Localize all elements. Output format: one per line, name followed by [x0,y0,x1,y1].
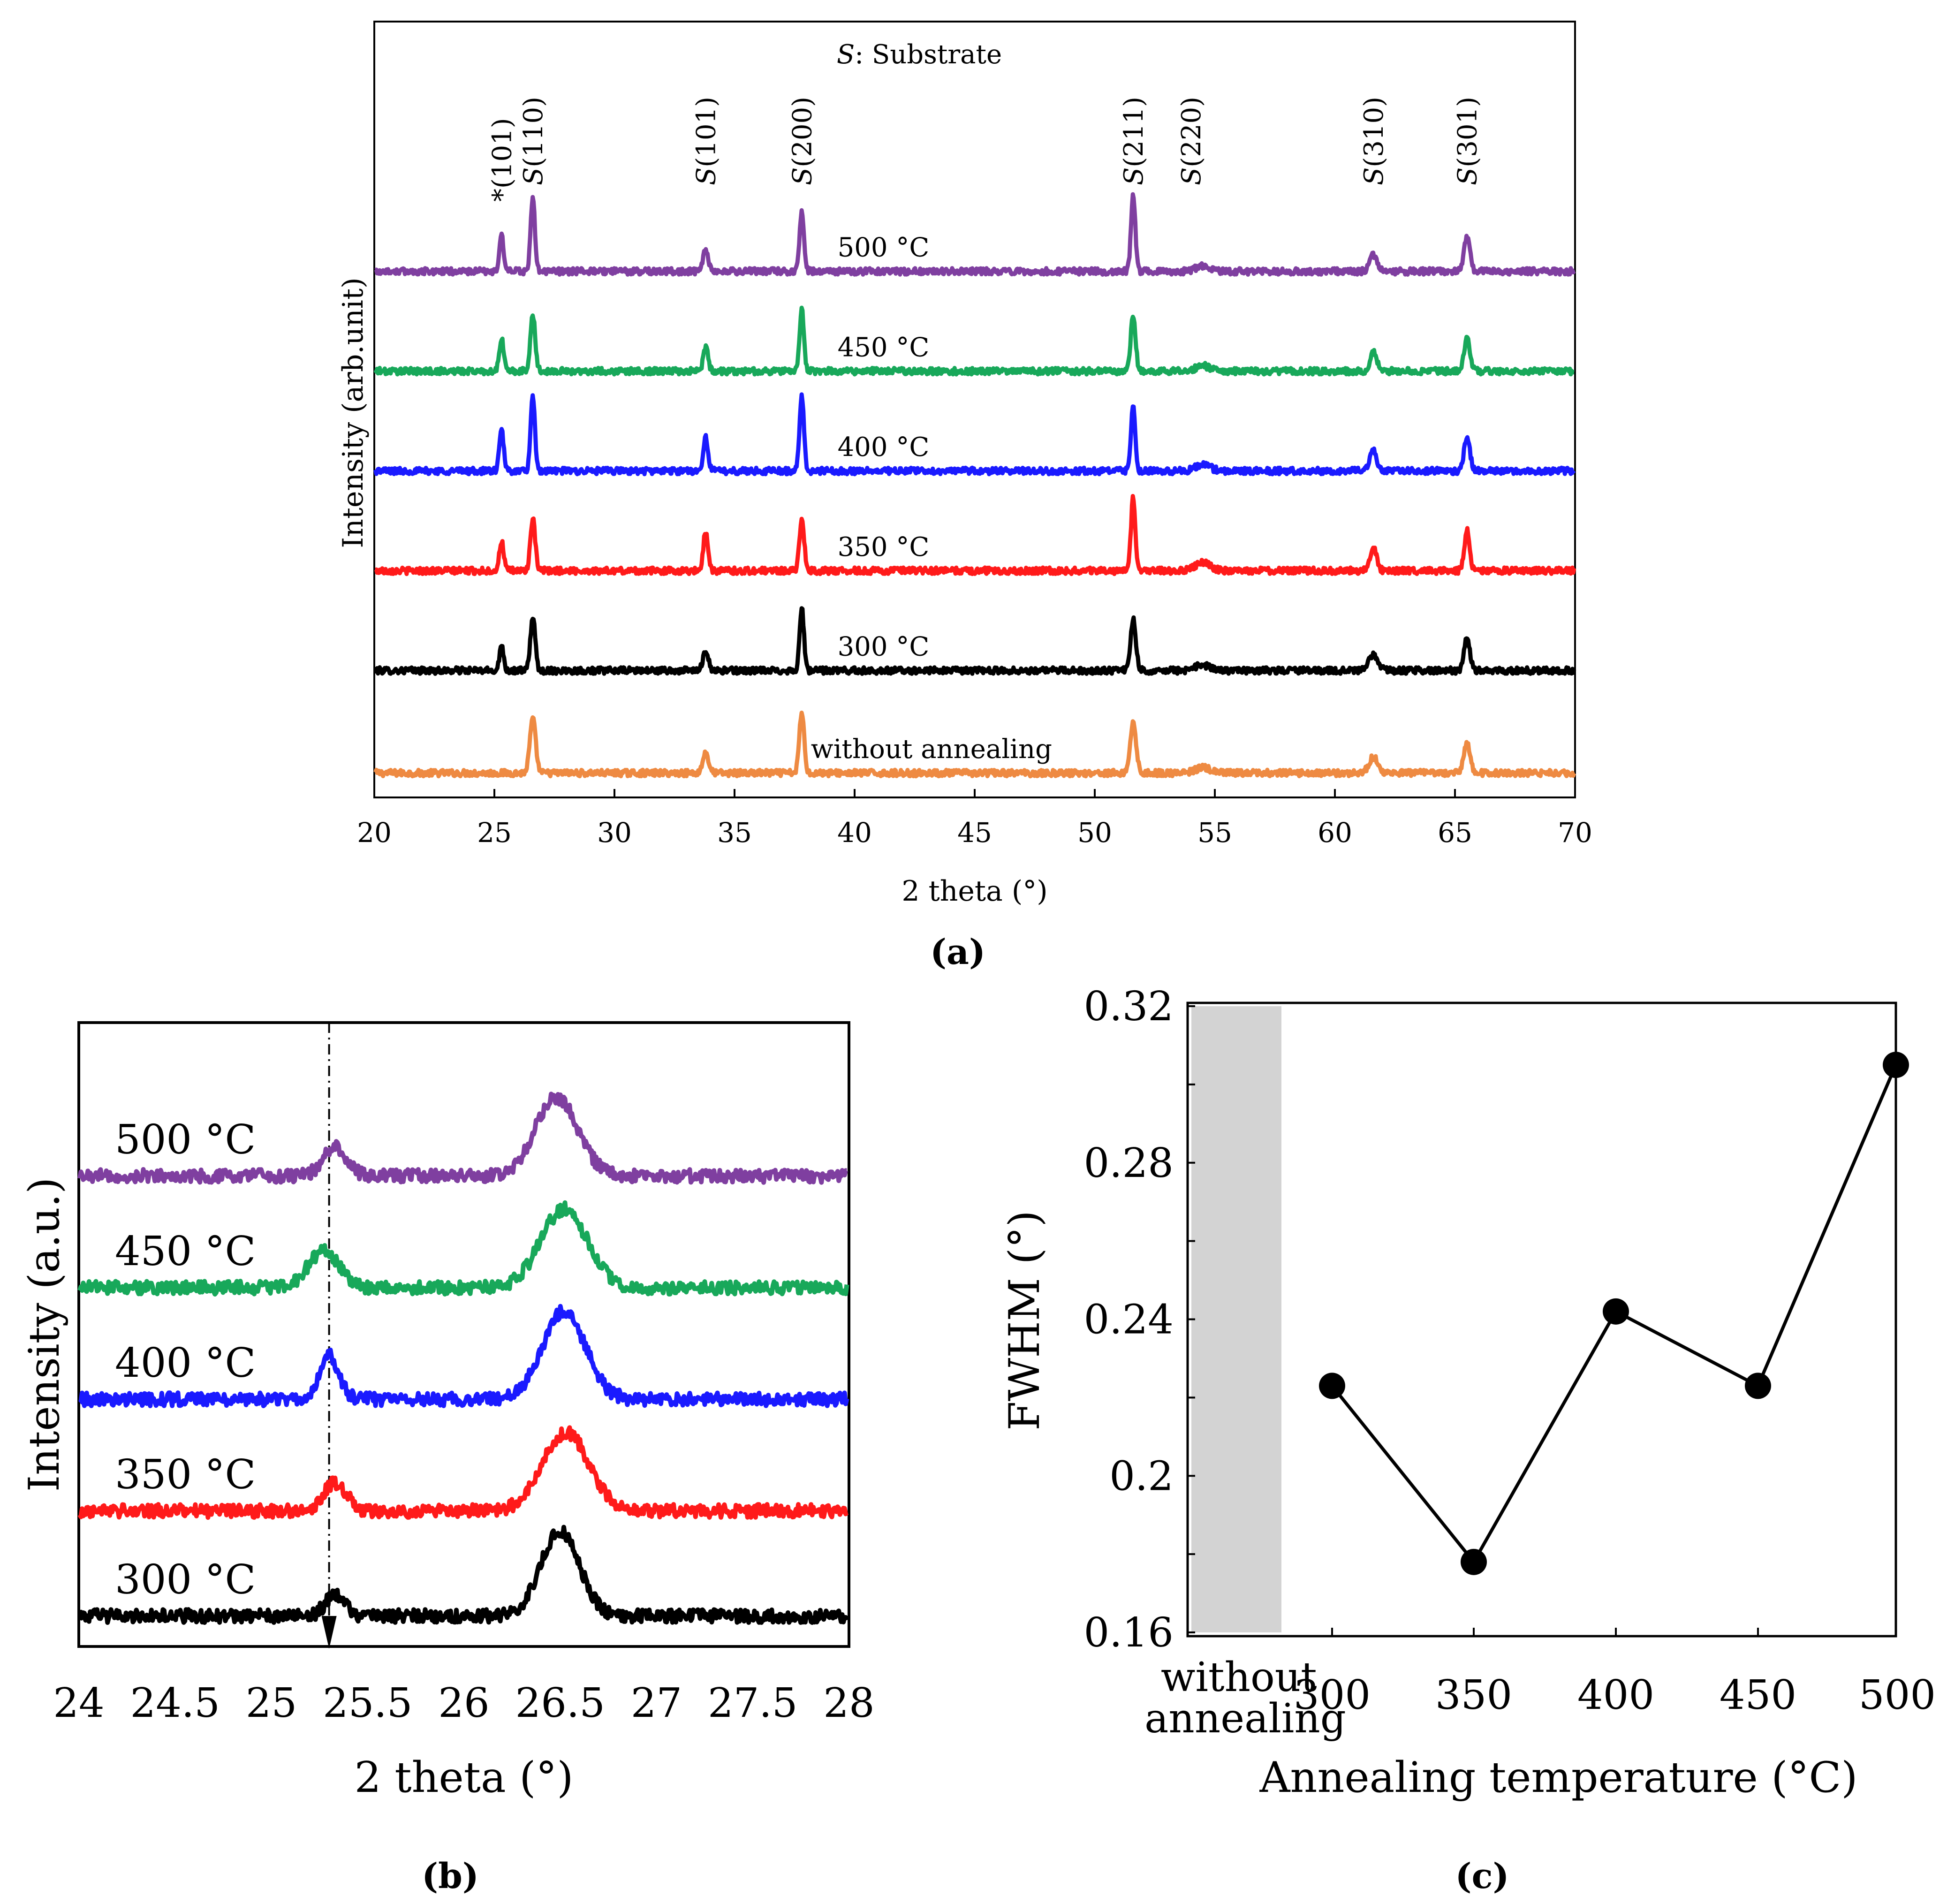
panel-a: 20 25 30 35 40 45 50 55 60 65 70 *(101) S(110) S(101… [337,21,1592,972]
panel-c-ytick-label: 0.24 [1084,1297,1174,1343]
panel-a-peak-label: S(211) [1119,97,1149,185]
panel-a-xtick-label: 40 [837,817,872,849]
panel-b-series-350-c [77,1425,849,1520]
panel-a-xtick-label: 25 [477,817,512,849]
panel-a-xtick-label: 70 [1558,817,1592,849]
panel-b-xtick-label: 26.5 [515,1680,605,1727]
panel-c-xtick-label: 300 [1294,1672,1371,1719]
panel-b-series-label: 400 °C [115,1340,256,1387]
panel-a-xtick-label: 20 [357,817,392,849]
panel-a-series-label: without annealing [811,734,1052,765]
panel-b-xlabel: 2 theta (°) [355,1753,574,1802]
panel-a-xtick-label: 60 [1318,817,1352,849]
panel-b-series-400-c [78,1304,849,1408]
panel-a-series-450-c [373,305,1576,377]
panel-c-ylabel: FWHM (°) [1000,1210,1049,1430]
panel-b-xtick-label: 28 [823,1680,874,1727]
panel-b-series-450-c [77,1200,849,1297]
panel-c-point-300 [1319,1373,1345,1399]
panel-c-xlabel: Annealing temperature (°C) [1259,1753,1857,1802]
panel-a-xtick-label: 45 [957,817,992,849]
panel-b-xtick-label: 26 [438,1680,489,1727]
panel-a-series-400-c [373,392,1576,477]
panel-a-series-300-c [373,606,1576,676]
panel-b-frame [77,1021,850,1648]
shaded-label-line1: without [1161,1654,1317,1701]
panel-b: 24 24.5 25 25.5 26 26.5 27 27.5 28 300 °C 350 °C 4… [20,1021,875,1896]
panel-a-peak-label: S(301) [1453,97,1483,185]
panel-b-series-label: 300 °C [115,1556,256,1603]
panel-a-xtick-label: 30 [597,817,632,849]
panel-b-xtick-label: 25 [246,1680,297,1727]
panel-a-peak-label: S(220) [1176,97,1207,185]
panel-a-xlabel: 2 theta (°) [902,875,1047,908]
panel-a-series-label: 400 °C [838,432,930,463]
panel-c-ytick-label: 0.2 [1109,1453,1174,1500]
panel-a-ylabel: Intensity (arb.unit) [337,277,370,548]
panel-c-point-500 [1883,1052,1909,1078]
panel-c-ytick-label: 0.16 [1084,1609,1174,1656]
panel-b-xtick-label: 24.5 [130,1680,220,1727]
panel-b-series-300-c [77,1525,849,1625]
panel-a-peak-label: S(101) [691,97,722,185]
panel-a-series-without-annealing [373,710,1576,779]
panel-a-series-label: 300 °C [838,632,930,662]
panel-c-shaded-label: without annealing [1144,1654,1346,1742]
panel-b-xtick-label: 25.5 [323,1680,412,1727]
panel-c-shaded-region [1191,1006,1281,1632]
panel-c: 0.16 0.2 0.24 0.28 0.32 300 350 400 450 500 witho… [1000,983,1936,1896]
panel-c-xtick-label: 450 [1720,1672,1796,1719]
panel-b-xtick-label: 27.5 [708,1680,797,1727]
panel-a-xtick-label: 35 [717,817,752,849]
panel-a-xtick-label: 55 [1197,817,1232,849]
panel-c-ytick-label: 0.32 [1084,983,1174,1030]
panel-c-label: (c) [1455,1856,1509,1896]
panel-a-series-label: 350 °C [838,532,930,562]
panel-a-label: (a) [930,932,985,972]
panel-c-xtick-label: 500 [1859,1672,1936,1719]
panel-a-peak-label: S(110) [518,97,549,185]
panel-b-series-label: 350 °C [115,1451,256,1498]
panel-b-series-label: 450 °C [115,1228,256,1275]
panel-b-xtick-label: 24 [53,1680,104,1727]
panel-c-point-350 [1461,1548,1487,1575]
panel-a-title: S: Substrate [837,39,1002,70]
panel-a-peak-label: *(101) [487,118,517,202]
shaded-label-line2: annealing [1144,1695,1346,1742]
panel-a-series-label: 450 °C [838,332,930,363]
panel-a-series-350-c [374,494,1576,577]
panel-b-arrow-marker [321,1616,337,1649]
panel-a-xtick-label: 50 [1077,817,1112,849]
panel-a-peak-label: S(310) [1359,97,1389,185]
panel-b-ylabel: Intensity (a.u.) [20,1177,69,1492]
panel-b-label: (b) [422,1856,479,1896]
panel-a-series-label: 500 °C [838,233,930,263]
panel-a-series-500-c [374,192,1576,277]
panel-b-series-500-c [77,1092,848,1185]
panel-c-point-400 [1603,1298,1629,1325]
panel-b-xtick-label: 27 [631,1680,682,1727]
panel-c-xtick-label: 350 [1435,1672,1512,1719]
panel-c-xtick-label: 400 [1577,1672,1654,1719]
panel-a-label-letter: a [947,932,969,972]
panel-c-point-450 [1745,1373,1771,1399]
panel-c-ytick-label: 0.28 [1084,1140,1174,1187]
panel-b-series-label: 500 °C [115,1116,256,1163]
panel-a-peak-label: S(200) [787,97,818,185]
panel-a-xtick-label: 65 [1438,817,1472,849]
